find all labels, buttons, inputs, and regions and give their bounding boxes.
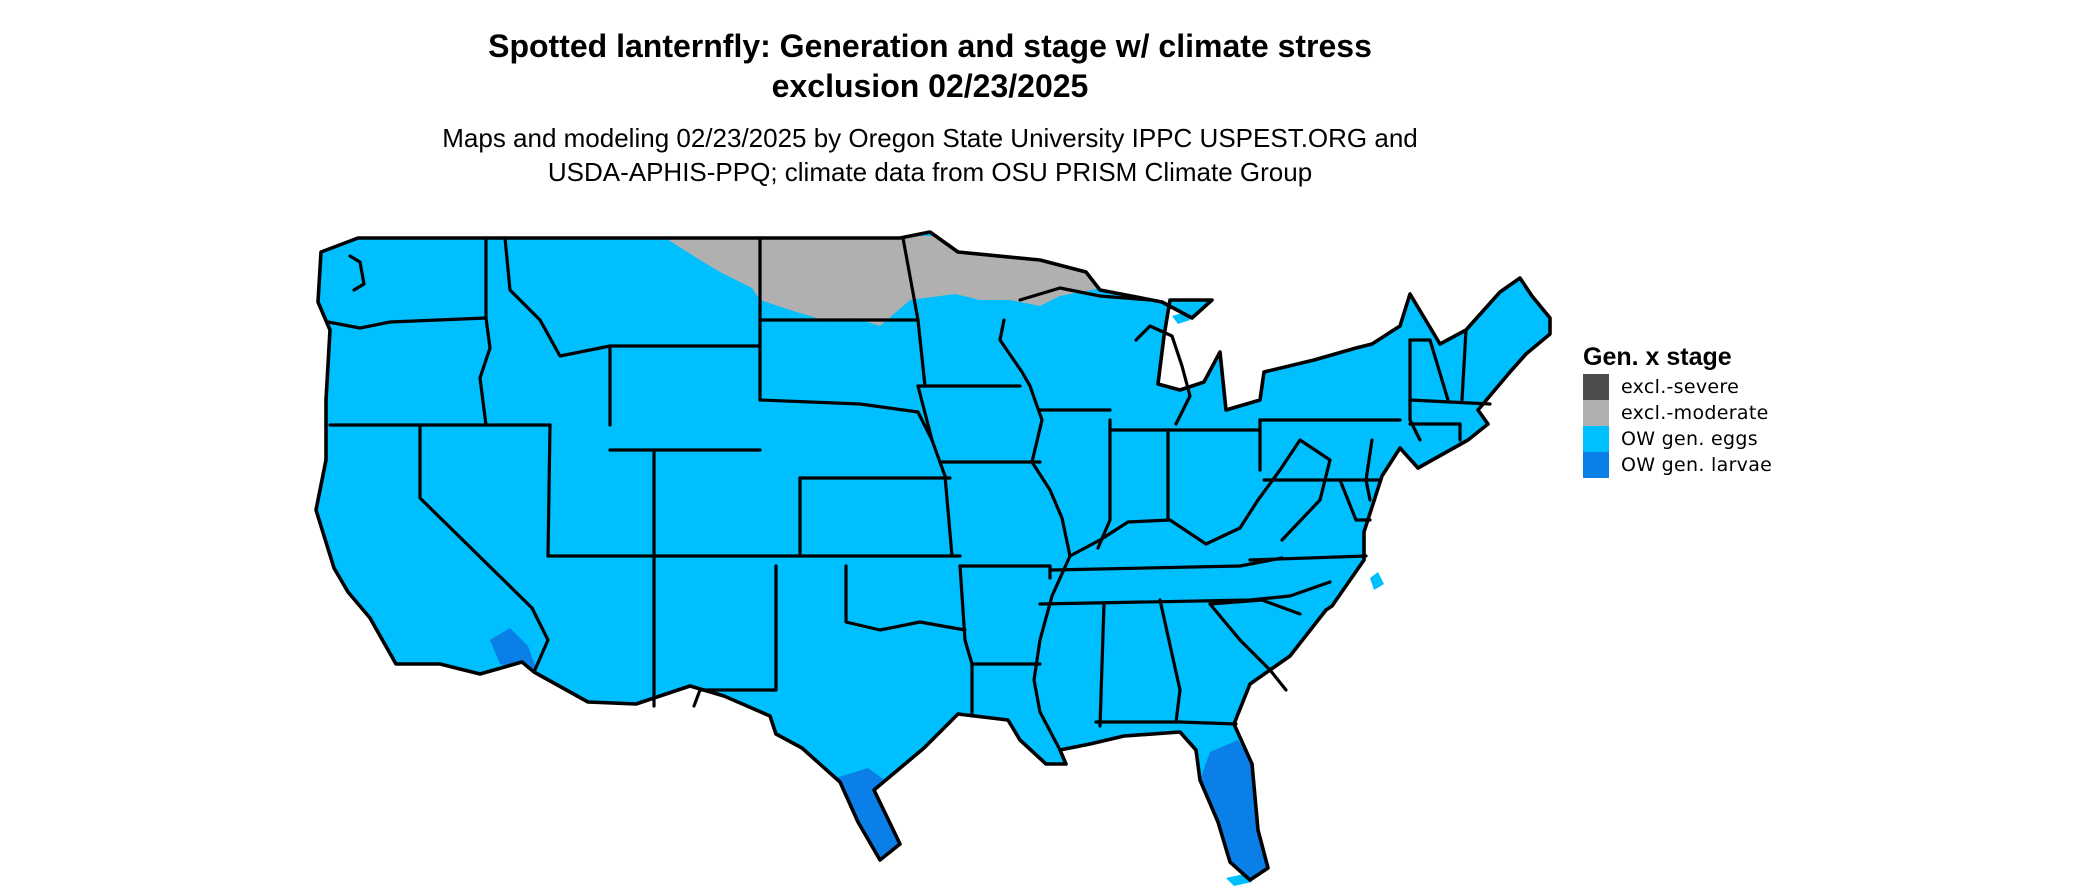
island-fragment (1370, 572, 1384, 590)
legend-item-ow-gen-larvae: OW gen. larvae (1583, 452, 1843, 478)
border-nv-ut (546, 423, 552, 558)
legend: Gen. x stage excl.-severe excl.-moderate… (1583, 340, 1843, 478)
legend-swatch (1583, 452, 1609, 478)
national-outline (314, 230, 1552, 882)
map-subtitle-line-2: USDA-APHIS-PPQ; climate data from OSU PR… (547, 157, 1313, 187)
border-nc-sc (1208, 598, 1302, 616)
legend-item-excl-moderate: excl.-moderate (1583, 400, 1843, 426)
border-mo-ks (943, 474, 954, 558)
border-wa-or (326, 316, 488, 330)
border-wy-ne (758, 398, 934, 442)
legend-swatch (1583, 374, 1609, 400)
border-tn-south (1038, 580, 1332, 606)
legend-item-excl-severe: excl.-severe (1583, 374, 1843, 400)
larvae-zone-california (490, 628, 536, 670)
map-title-line-1: Spotted lanternfly: Generation and stage… (488, 28, 1372, 64)
border-tx-ar-la (958, 564, 974, 718)
border-mn-wi (998, 318, 1032, 388)
border-ma (1408, 398, 1492, 406)
map-subtitle-line-1: Maps and modeling 02/23/2025 by Oregon S… (442, 123, 1418, 153)
legend-label: OW gen. eggs (1621, 428, 1758, 450)
state-borders (314, 230, 1552, 882)
border-or-id (478, 316, 492, 427)
larvae-zone-florida (1200, 740, 1268, 880)
border-id-mt (503, 236, 612, 358)
larvae-zone-texas (836, 768, 902, 860)
legend-label: excl.-moderate (1621, 402, 1769, 424)
border-nj (1364, 438, 1374, 502)
border-ok-tx (844, 564, 967, 632)
island-fragment (426, 630, 440, 640)
legend-swatch (1583, 426, 1609, 452)
border-ne-ia (916, 384, 947, 478)
border-ga-fl (1094, 720, 1238, 726)
border-vt-nh (1408, 338, 1450, 402)
border-ohio-river (1068, 498, 1260, 558)
border-wa-coast (348, 254, 366, 292)
legend-label: excl.-severe (1621, 376, 1740, 398)
border-ga-sc (1208, 602, 1288, 692)
border-ct-ri (1408, 422, 1462, 442)
border-nm-tx (692, 564, 778, 708)
legend-label: OW gen. larvae (1621, 454, 1773, 476)
border-dakotas-mn (901, 236, 927, 388)
border-md-de (1338, 478, 1372, 522)
legend-item-ow-gen-eggs: OW gen. eggs (1583, 426, 1843, 452)
border-mo-ar (958, 564, 1052, 580)
border-va-nc (1248, 554, 1368, 562)
legend-swatch (1583, 400, 1609, 426)
border-wv (1256, 438, 1332, 542)
border-az-ca (530, 606, 550, 674)
border-al-ga (1158, 598, 1182, 724)
map-title-line-2: exclusion 02/23/2025 (771, 68, 1089, 104)
border-ca-nv (418, 423, 534, 610)
island-fragment (450, 650, 458, 658)
border-ms-al (1098, 602, 1106, 728)
border-michigan-upper (1018, 286, 1152, 302)
border-michigan-lower (1134, 324, 1192, 426)
exclusion-moderate-zone (662, 236, 1102, 326)
legend-title: Gen. x stage (1583, 343, 1732, 371)
border-nh-me (1460, 328, 1468, 402)
border-ny-ne (1408, 338, 1422, 442)
